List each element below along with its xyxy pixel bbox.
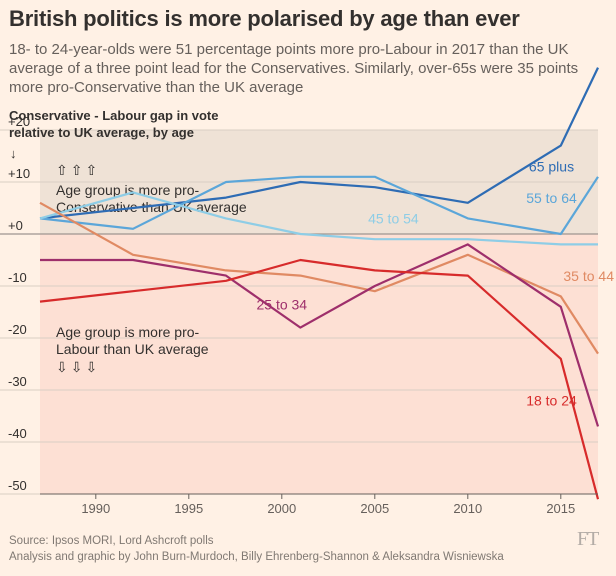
series-label: 45 to 54 bbox=[368, 211, 419, 227]
chart-title: British politics is more polarised by ag… bbox=[9, 6, 520, 31]
series-label: 18 to 24 bbox=[526, 393, 577, 409]
y-tick-label: +10 bbox=[8, 166, 30, 181]
x-tick-label: 1995 bbox=[174, 501, 203, 516]
series-line-25-to-34 bbox=[40, 243, 600, 427]
series-label: 65 plus bbox=[529, 159, 574, 175]
y-tick-label: -50 bbox=[8, 478, 27, 493]
labour-note: Labour than UK average bbox=[56, 341, 209, 357]
y-tick-label: +20 bbox=[8, 114, 30, 129]
credit-text: Analysis and graphic by John Burn-Murdoc… bbox=[9, 551, 504, 563]
chart-subtitle: 18- to 24-year-olds were 51 percentage p… bbox=[9, 41, 579, 96]
series-line-18-to-24 bbox=[39, 258, 600, 500]
y-tick-label: -20 bbox=[8, 322, 27, 337]
up-arrows-icon: ⇧⇧⇧ bbox=[56, 162, 100, 178]
x-tick-label: 2010 bbox=[453, 501, 482, 516]
series-line-35-to-44 bbox=[39, 201, 599, 355]
pro-labour-zone bbox=[40, 234, 598, 494]
y-axis-title-line: relative to UK average, by age bbox=[9, 125, 194, 140]
x-tick-label: 2000 bbox=[267, 501, 296, 516]
series-line-65-plus bbox=[39, 67, 599, 220]
y-tick-label: +0 bbox=[8, 218, 23, 233]
x-tick-label: 2015 bbox=[546, 501, 575, 516]
series-label: 55 to 64 bbox=[526, 190, 577, 206]
labour-note: Age group is more pro- bbox=[56, 324, 200, 340]
y-tick-label: -40 bbox=[8, 426, 27, 441]
series-line-55-to-64 bbox=[39, 175, 599, 236]
y-tick-label: -30 bbox=[8, 374, 27, 389]
down-arrows-icon: ⇩⇩⇩ bbox=[56, 359, 100, 375]
conservative-note: Age group is more pro- bbox=[56, 182, 200, 198]
y-axis-title-line: Conservative - Labour gap in vote bbox=[9, 108, 219, 123]
series-label: 25 to 34 bbox=[256, 296, 307, 312]
series-line-45-to-54 bbox=[39, 191, 598, 246]
x-tick-label: 2005 bbox=[360, 501, 389, 516]
y-tick-label: -10 bbox=[8, 270, 27, 285]
y-axis-arrow: ↓ bbox=[10, 146, 17, 161]
x-tick-label: 1990 bbox=[81, 501, 110, 516]
ft-logo: FT bbox=[577, 528, 599, 550]
series-label: 35 to 44 bbox=[563, 268, 614, 284]
source-text: Source: Ipsos MORI, Lord Ashcroft polls bbox=[9, 535, 214, 547]
source-note: Source: Ipsos MORI, Lord Ashcroft polls … bbox=[9, 533, 504, 565]
